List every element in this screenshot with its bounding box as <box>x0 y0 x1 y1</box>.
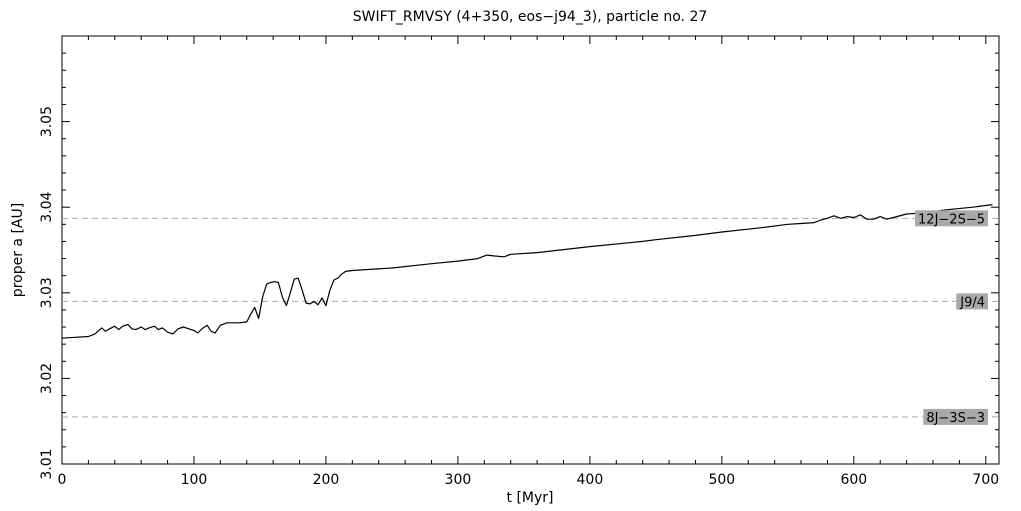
resonance-lines <box>62 217 999 418</box>
y-tick-label: 3.04 <box>39 192 55 223</box>
resonance-label: 8J−3S−3 <box>923 408 988 426</box>
x-tick-label: 700 <box>972 472 999 488</box>
y-tick-label: 3.05 <box>39 106 55 137</box>
y-tick-label: 3.02 <box>39 363 55 394</box>
x-tick-label: 400 <box>577 472 604 488</box>
y-tick-label: 3.03 <box>39 277 55 308</box>
plot-frame <box>61 35 1000 465</box>
chart-title: SWIFT_RMVSY (4+350, eos−j94_3), particle… <box>353 9 708 25</box>
x-axis-label: t [Myr] <box>507 490 554 506</box>
resonance-label-text: J9/4 <box>959 295 985 310</box>
resonance-label-bg <box>923 408 988 425</box>
resonance-label-bg <box>915 210 988 227</box>
x-tick-label: 600 <box>840 472 867 488</box>
x-tick-label: 300 <box>445 472 472 488</box>
x-tick-label: 500 <box>708 472 735 488</box>
resonance-label-text: 12J−2S−5 <box>918 212 985 227</box>
axis-ticks: 0 100 200 300 400 500 600 700 3.01 3.02 3.03 3.04 3.… <box>39 35 999 488</box>
resonance-label: J9/4 <box>956 293 988 310</box>
series-layer <box>61 204 993 339</box>
resonance-label-text: 8J−3S−3 <box>926 411 985 426</box>
y-tick-label: 3.01 <box>39 448 55 479</box>
resonance-label: 12J−2S−5 <box>915 210 988 227</box>
resonance-label-bg <box>956 293 988 310</box>
x-tick-label: 200 <box>313 472 340 488</box>
y-axis-label: proper a [AU] <box>10 203 26 297</box>
resonance-labels: 12J−2S−5 J9/4 8J−3S−3 <box>915 210 988 426</box>
x-tick-label: 0 <box>58 472 67 488</box>
x-tick-label: 100 <box>181 472 208 488</box>
series-line <box>61 204 993 339</box>
